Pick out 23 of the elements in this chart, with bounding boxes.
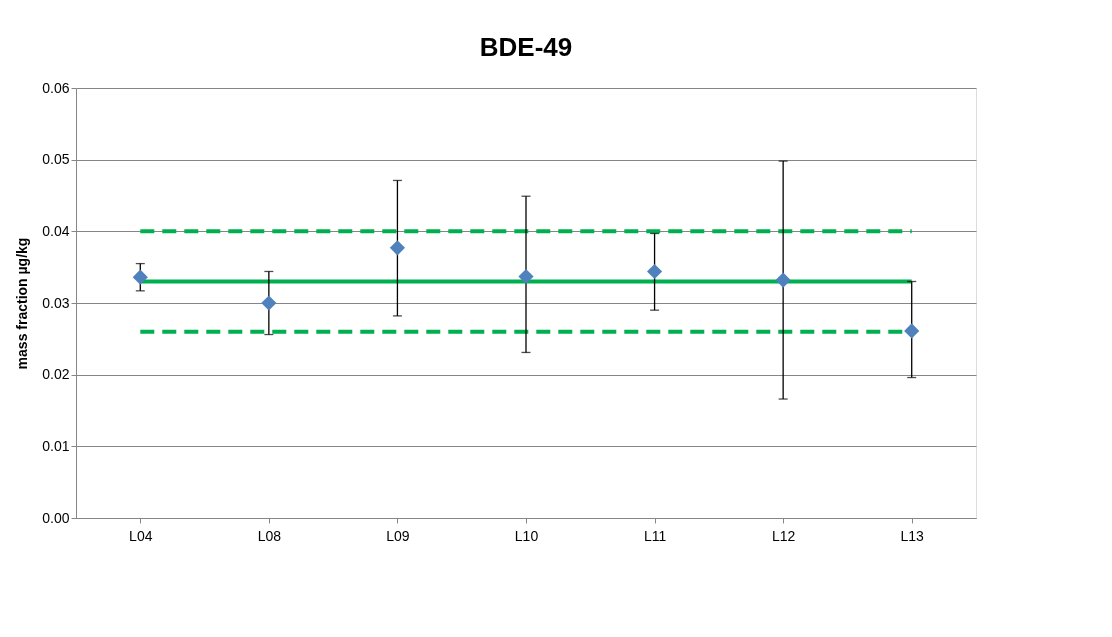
x-tick-label: L08 <box>257 527 282 544</box>
x-tick-label: L12 <box>771 527 796 544</box>
point <box>132 269 148 285</box>
y-tick-label: 0.00 <box>42 509 70 526</box>
y-tick-label: 0.06 <box>42 79 70 96</box>
x-tick-label: L13 <box>900 527 925 544</box>
x-tick-label: L09 <box>386 527 410 544</box>
point <box>904 323 920 339</box>
y-tick-label: 0.04 <box>42 222 70 239</box>
x-tick-label: L04 <box>129 527 153 544</box>
y-tick-label: 0.01 <box>42 437 70 454</box>
point <box>518 268 534 285</box>
y-axis-title: mass fraction µg/kg <box>14 237 31 370</box>
x-tick-label: L10 <box>514 527 539 544</box>
point <box>646 263 663 280</box>
x-tick-label: L11 <box>643 527 667 544</box>
chart-title: BDE-49 <box>479 32 573 62</box>
point <box>261 295 277 311</box>
point <box>389 240 406 256</box>
y-tick-label: 0.05 <box>42 151 70 168</box>
y-tick-label: 0.02 <box>42 366 70 383</box>
point <box>775 272 791 288</box>
y-tick-label: 0.03 <box>42 294 70 311</box>
